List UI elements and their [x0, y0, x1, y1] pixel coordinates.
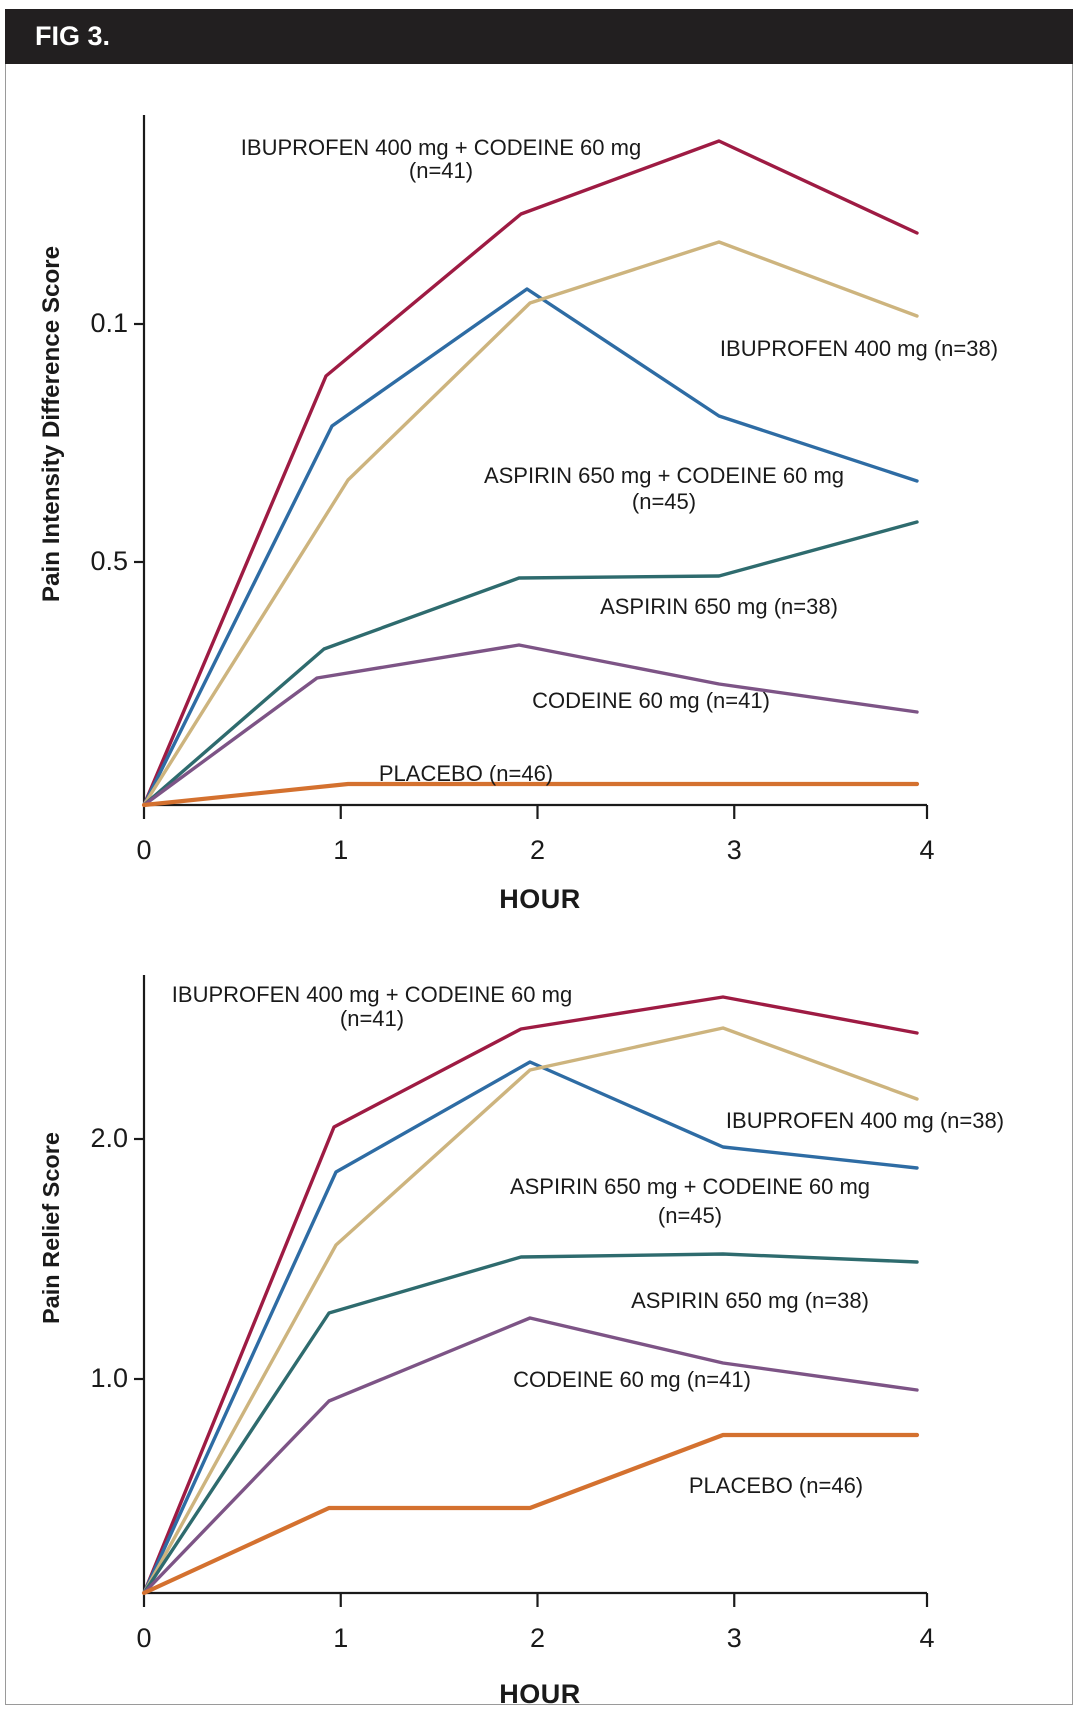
- svg-text:2: 2: [530, 1623, 545, 1653]
- svg-text:2: 2: [530, 835, 545, 865]
- svg-text:Pain Intensity Difference Scor: Pain Intensity Difference Score: [38, 246, 65, 602]
- svg-text:IBUPROFEN 400 mg (n=38): IBUPROFEN 400 mg (n=38): [720, 336, 998, 361]
- svg-text:0: 0: [136, 835, 151, 865]
- svg-text:CODEINE 60 mg (n=41): CODEINE 60 mg (n=41): [513, 1367, 751, 1392]
- svg-text:Pain Relief Score: Pain Relief Score: [38, 1132, 64, 1324]
- svg-text:IBUPROFEN 400 mg + CODEINE 60: IBUPROFEN 400 mg + CODEINE 60 mg: [172, 982, 572, 1007]
- svg-text:1: 1: [333, 835, 348, 865]
- svg-text:IBUPROFEN 400 mg (n=38): IBUPROFEN 400 mg (n=38): [726, 1108, 1004, 1133]
- svg-text:(n=41): (n=41): [340, 1006, 404, 1031]
- svg-text:3: 3: [727, 835, 742, 865]
- svg-text:CODEINE 60 mg (n=41): CODEINE 60 mg (n=41): [532, 688, 770, 713]
- svg-text:ASPIRIN 650 mg + CODEINE 60 m: ASPIRIN 650 mg + CODEINE 60 mg: [510, 1174, 870, 1199]
- svg-text:ASPIRIN 650 mg (n=38): ASPIRIN 650 mg (n=38): [631, 1288, 869, 1313]
- svg-text:0.1: 0.1: [90, 308, 128, 338]
- svg-text:(n=45): (n=45): [632, 489, 696, 514]
- svg-text:1.0: 1.0: [90, 1363, 128, 1393]
- svg-text:HOUR: HOUR: [499, 884, 581, 914]
- svg-text:0: 0: [136, 1623, 151, 1653]
- svg-text:4: 4: [919, 835, 934, 865]
- svg-text:ASPIRIN 650 mg (n=38): ASPIRIN 650 mg (n=38): [600, 594, 838, 619]
- svg-text:ASPIRIN 650 mg + CODEINE 60 m: ASPIRIN 650 mg + CODEINE 60 mg: [484, 463, 844, 488]
- svg-text:PLACEBO (n=46): PLACEBO (n=46): [379, 761, 553, 786]
- svg-text:0.5: 0.5: [90, 546, 128, 576]
- svg-text:3: 3: [727, 1623, 742, 1653]
- svg-text:HOUR: HOUR: [499, 1679, 581, 1709]
- svg-text:2.0: 2.0: [90, 1123, 128, 1153]
- svg-text:4: 4: [919, 1623, 934, 1653]
- svg-text:(n=45): (n=45): [658, 1203, 722, 1228]
- svg-text:PLACEBO (n=46): PLACEBO (n=46): [689, 1473, 863, 1498]
- svg-text:IBUPROFEN 400 mg + CODEINE 60: IBUPROFEN 400 mg + CODEINE 60 mg: [241, 135, 641, 160]
- svg-text:1: 1: [333, 1623, 348, 1653]
- svg-text:(n=41): (n=41): [409, 158, 473, 183]
